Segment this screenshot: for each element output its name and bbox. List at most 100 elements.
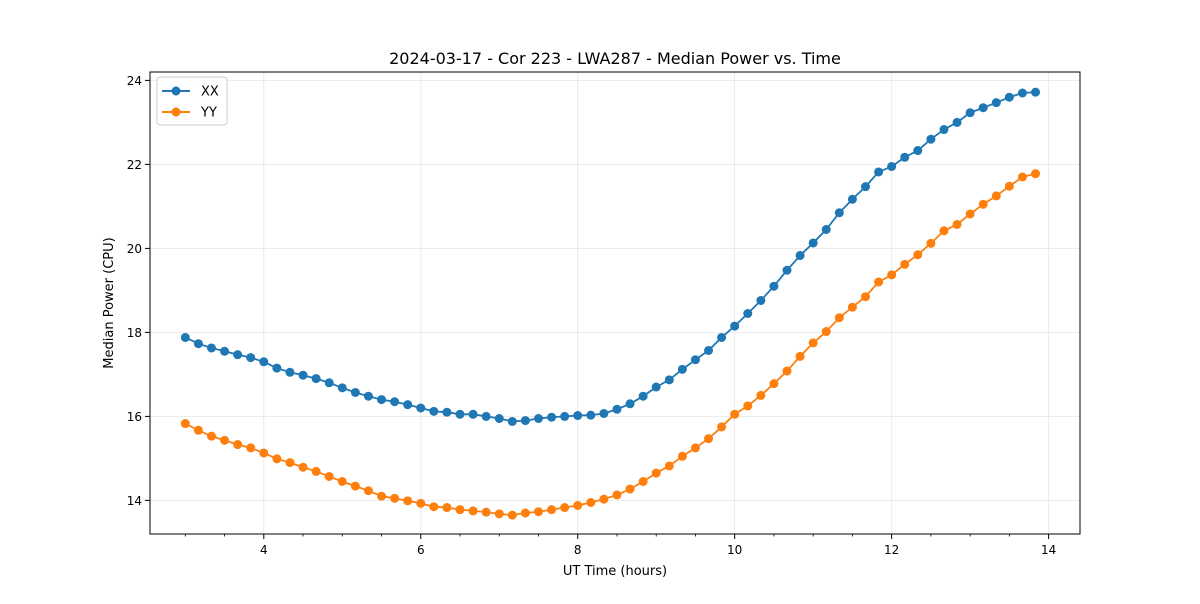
data-point-yy <box>991 191 1001 201</box>
data-point-xx <box>206 343 216 353</box>
data-point-xx <box>874 167 884 177</box>
data-point-xx <box>965 108 975 118</box>
data-point-yy <box>690 443 700 453</box>
x-tick-label: 8 <box>574 543 582 557</box>
data-point-xx <box>324 378 334 388</box>
legend-label-yy: YY <box>200 106 217 121</box>
data-point-yy <box>324 471 334 481</box>
data-point-xx <box>285 367 295 377</box>
y-tick-label: 16 <box>127 410 142 424</box>
data-point-yy <box>1031 169 1041 179</box>
data-point-xx <box>638 391 648 401</box>
data-point-xx <box>246 353 256 363</box>
axis-ticks: 4 6 8 10 12 14 14 16 18 20 22 24 <box>127 74 1057 557</box>
data-point-yy <box>272 454 282 464</box>
data-point-xx <box>612 404 622 414</box>
y-axis-label: Median Power (CPU) <box>102 237 117 368</box>
data-point-yy <box>782 366 792 376</box>
data-point-yy <box>468 506 478 516</box>
y-tick-label: 18 <box>127 326 142 340</box>
data-point-xx <box>704 345 714 355</box>
data-point-xx <box>573 411 583 421</box>
data-point-yy <box>599 494 609 504</box>
data-point-xx <box>664 375 674 385</box>
data-point-xx <box>193 339 203 349</box>
legend: XX YY <box>156 76 228 126</box>
data-point-yy <box>390 493 400 503</box>
y-tick-label: 20 <box>127 242 142 256</box>
data-point-xx <box>913 146 923 156</box>
data-point-xx <box>756 295 766 305</box>
data-point-xx <box>769 281 779 291</box>
data-point-xx <box>507 416 517 426</box>
data-point-xx <box>651 382 661 392</box>
data-point-xx <box>808 238 818 248</box>
data-point-yy <box>834 313 844 323</box>
data-point-xx <box>939 125 949 135</box>
x-tick-label: 14 <box>1041 543 1056 557</box>
data-point-yy <box>913 250 923 260</box>
data-point-xx <box>586 410 596 420</box>
data-point-yy <box>704 434 714 444</box>
data-point-xx <box>272 363 282 373</box>
data-point-xx <box>978 103 988 113</box>
data-point-yy <box>363 486 373 496</box>
data-point-xx <box>690 355 700 365</box>
data-point-xx <box>468 409 478 419</box>
data-point-yy <box>926 238 936 248</box>
data-point-xx <box>677 364 687 374</box>
data-point-yy <box>677 451 687 461</box>
y-tick-label: 14 <box>127 494 142 508</box>
data-point-xx <box>900 152 910 162</box>
data-point-yy <box>403 496 413 506</box>
data-point-yy <box>455 505 465 515</box>
data-point-yy <box>612 490 622 500</box>
data-point-xx <box>1017 88 1027 98</box>
y-tick-label: 22 <box>127 158 142 172</box>
data-point-xx <box>442 407 452 417</box>
data-point-yy <box>246 443 256 453</box>
data-point-xx <box>390 397 400 407</box>
data-point-yy <box>350 481 360 491</box>
data-point-yy <box>298 462 308 472</box>
data-point-yy <box>860 292 870 302</box>
data-point-yy <box>651 468 661 478</box>
data-point-yy <box>743 401 753 411</box>
data-point-yy <box>507 510 517 520</box>
data-point-xx <box>455 409 465 419</box>
data-point-yy <box>311 466 321 476</box>
data-point-yy <box>1004 181 1014 191</box>
data-point-yy <box>965 209 975 219</box>
data-point-xx <box>416 403 426 413</box>
data-point-yy <box>180 419 190 429</box>
data-point-yy <box>285 458 295 468</box>
data-point-yy <box>573 500 583 510</box>
data-point-xx <box>533 414 543 423</box>
data-point-yy <box>847 302 857 312</box>
data-point-xx <box>782 265 792 275</box>
data-point-yy <box>730 409 740 419</box>
data-point-yy <box>206 431 216 441</box>
data-point-xx <box>599 408 609 418</box>
data-point-yy <box>887 270 897 280</box>
data-point-xx <box>547 412 557 422</box>
data-point-xx <box>180 332 190 342</box>
data-point-yy <box>717 422 727 432</box>
data-point-yy <box>638 477 648 486</box>
axes-frame <box>149 71 1081 535</box>
data-point-yy <box>1017 172 1027 182</box>
data-point-xx <box>625 399 635 409</box>
data-point-xx <box>730 321 740 331</box>
data-point-yy <box>233 440 243 450</box>
data-point-yy <box>337 477 347 486</box>
data-point-xx <box>311 374 321 384</box>
data-point-xx <box>494 414 504 423</box>
data-point-xx <box>259 357 269 367</box>
data-point-xx <box>887 162 897 171</box>
data-point-xx <box>821 225 831 234</box>
data-point-xx <box>926 134 936 144</box>
data-point-xx <box>377 395 387 405</box>
data-point-xx <box>363 391 373 401</box>
data-point-yy <box>939 226 949 236</box>
